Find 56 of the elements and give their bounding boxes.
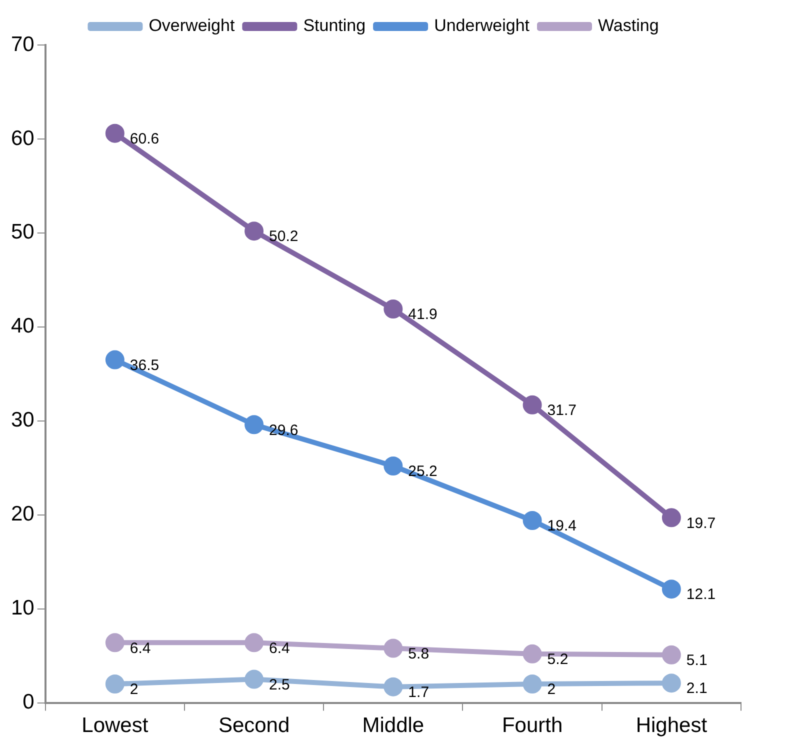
x-tick-label: Middle bbox=[362, 714, 424, 738]
y-tick-label: 0 bbox=[22, 690, 34, 714]
point bbox=[522, 674, 542, 694]
point bbox=[384, 638, 403, 658]
point bbox=[244, 670, 264, 689]
y-tick-label: 30 bbox=[11, 408, 34, 432]
data-label: 1.7 bbox=[408, 684, 430, 701]
point bbox=[662, 674, 681, 693]
data-label: 60.6 bbox=[130, 130, 160, 148]
point bbox=[384, 677, 403, 696]
x-tick-label: Second bbox=[218, 714, 290, 738]
y-tick-label: 50 bbox=[11, 220, 34, 244]
data-label: 50.2 bbox=[269, 228, 298, 246]
y-tick-label: 10 bbox=[11, 596, 34, 620]
data-label: 5.2 bbox=[547, 651, 568, 668]
data-label: 2.1 bbox=[686, 680, 708, 698]
point bbox=[244, 633, 264, 652]
point bbox=[662, 580, 681, 599]
x-tick-label: Lowest bbox=[82, 714, 148, 738]
point bbox=[384, 456, 403, 476]
point bbox=[105, 350, 124, 370]
y-tick-label: 20 bbox=[11, 502, 34, 526]
data-label: 31.7 bbox=[547, 402, 577, 420]
legend-label: Wasting bbox=[598, 16, 659, 36]
legend-label: Stunting bbox=[303, 16, 366, 36]
data-label: 41.9 bbox=[408, 306, 438, 324]
data-label: 6.4 bbox=[130, 640, 151, 657]
point bbox=[384, 300, 403, 319]
y-tick-label: 40 bbox=[11, 314, 34, 338]
point bbox=[105, 674, 124, 694]
data-label: 19.7 bbox=[686, 514, 716, 532]
data-label: 25.2 bbox=[408, 463, 438, 480]
y-tick-label: 70 bbox=[11, 32, 34, 56]
point bbox=[105, 124, 124, 143]
y-tick-label: 60 bbox=[11, 126, 34, 150]
point bbox=[522, 644, 542, 664]
point bbox=[522, 395, 542, 414]
point bbox=[244, 415, 264, 434]
data-label: 5.8 bbox=[408, 645, 430, 662]
data-label: 5.1 bbox=[686, 652, 708, 670]
legend-label: Overweight bbox=[148, 16, 235, 36]
point bbox=[522, 510, 542, 530]
data-label: 2 bbox=[130, 681, 138, 698]
x-tick-label: Fourth bbox=[502, 714, 563, 738]
data-label: 36.5 bbox=[130, 356, 160, 374]
legend-label: Underweight bbox=[434, 16, 530, 36]
data-label: 2.5 bbox=[269, 676, 290, 694]
point bbox=[662, 508, 681, 528]
point bbox=[662, 645, 681, 664]
data-label: 19.4 bbox=[547, 518, 577, 535]
data-label: 2 bbox=[547, 681, 556, 698]
x-tick-label: Highest bbox=[636, 714, 708, 738]
point bbox=[105, 633, 124, 652]
data-label: 6.4 bbox=[269, 640, 290, 657]
point bbox=[244, 222, 264, 241]
data-label: 12.1 bbox=[686, 586, 716, 604]
